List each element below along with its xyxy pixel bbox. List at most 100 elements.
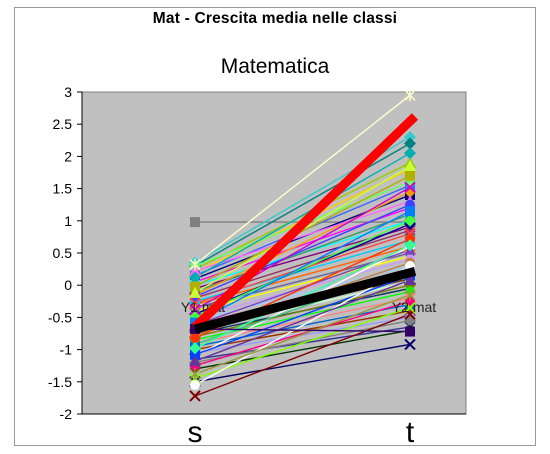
series-point: [189, 286, 201, 298]
series-point: [404, 239, 416, 252]
highlight-line-red: [191, 113, 419, 331]
chart-title: Mat - Crescita media nelle classi: [152, 10, 398, 27]
series-point: [404, 185, 416, 198]
series-point: [190, 333, 200, 344]
marker-diamond: [189, 342, 201, 355]
series-point: [189, 271, 201, 284]
y-tick-label: 0: [64, 277, 72, 293]
series-point: [404, 137, 416, 150]
series-line: [194, 142, 411, 267]
series-line: [194, 94, 411, 266]
series-line: [194, 329, 411, 370]
series-point: [190, 281, 200, 292]
series-point: [404, 214, 416, 227]
series-point: [405, 233, 415, 244]
marker-x-stroke: [404, 338, 416, 351]
marker-x-stroke: [189, 390, 201, 402]
marker-diamond: [404, 131, 416, 144]
marker-diamond: [404, 239, 416, 252]
marker-x-stroke: [404, 302, 416, 314]
series-line: [194, 152, 411, 279]
series-line: [194, 200, 411, 272]
series-point: [404, 147, 416, 160]
chart-subtitle: Matematica: [221, 55, 330, 78]
y-tick-label: 3: [64, 84, 72, 100]
y-tick-label: 2: [64, 148, 72, 164]
marker-x-stroke: [404, 224, 416, 237]
series-point: [405, 206, 415, 217]
series-point: [404, 288, 416, 301]
y-tick-label: -2: [60, 406, 73, 422]
series-point: [404, 304, 416, 316]
series-line: [194, 300, 411, 367]
marker-diamond: [404, 137, 416, 150]
marker-triangle: [404, 160, 416, 172]
y-tick-label: 0.5: [53, 245, 73, 261]
marker-triangle: [189, 355, 201, 367]
series-line: [194, 204, 411, 298]
marker-circle: [190, 380, 200, 391]
series-point: [404, 181, 416, 194]
series-line: [194, 274, 411, 356]
series-point: [404, 274, 416, 286]
series-point: [404, 131, 416, 144]
series-line: [194, 294, 411, 375]
y-tick-label: -0.5: [48, 309, 72, 325]
series-point: [405, 170, 415, 181]
point-label-y2: Y2 mat: [392, 299, 436, 315]
marker-square: [405, 170, 415, 181]
marker-x-stroke: [404, 181, 416, 194]
series-line: [194, 175, 411, 288]
series-point: [189, 342, 201, 355]
series-point: [404, 302, 416, 314]
highlight-line-black: [193, 267, 417, 334]
series-point: [189, 355, 201, 367]
series-line: [194, 307, 411, 380]
marker-square: [405, 326, 415, 337]
series-point: [189, 368, 201, 381]
marker-circle: [190, 333, 200, 344]
series-point: [404, 89, 416, 102]
series-point: [190, 349, 200, 360]
series-point: [189, 258, 201, 271]
y-tick-label: -1.5: [48, 374, 72, 390]
series-line: [194, 213, 411, 293]
series-line: [194, 191, 411, 296]
series-point: [190, 380, 200, 391]
series-point: [404, 160, 416, 172]
marker-diamond: [404, 147, 416, 160]
marker-triangle: [189, 286, 201, 298]
series-line: [194, 328, 411, 333]
marker-square: [190, 281, 200, 292]
marker-diamond: [404, 185, 416, 198]
x-tick-label: s: [188, 416, 203, 449]
series-line: [194, 336, 411, 377]
marker-square: [190, 349, 200, 360]
y-tick-label: -1: [60, 342, 73, 358]
series-line: [194, 210, 411, 324]
series-line: [194, 313, 411, 397]
y-tick-label: 1: [64, 213, 72, 229]
y-tick-label: 2.5: [53, 116, 73, 132]
x-tick-label: t: [406, 416, 415, 449]
marker-square: [405, 206, 415, 217]
series-point: [405, 296, 415, 307]
series-line: [194, 220, 411, 317]
marker-group: [189, 89, 416, 402]
marker-triangle: [404, 274, 416, 286]
marker-diamond: [404, 214, 416, 227]
series-line: [194, 343, 411, 383]
series-point: [404, 224, 416, 237]
series-point: [190, 217, 200, 228]
series-point: [405, 326, 415, 337]
marker-x-stroke: [189, 303, 201, 316]
y-tick-label: 1.5: [53, 181, 73, 197]
series-point: [189, 303, 201, 316]
series-point: [189, 390, 201, 402]
marker-circle: [405, 296, 415, 307]
marker-triangle: [404, 304, 416, 316]
marker-diamond: [189, 271, 201, 284]
series-line: [194, 279, 411, 362]
series-point: [404, 338, 416, 351]
